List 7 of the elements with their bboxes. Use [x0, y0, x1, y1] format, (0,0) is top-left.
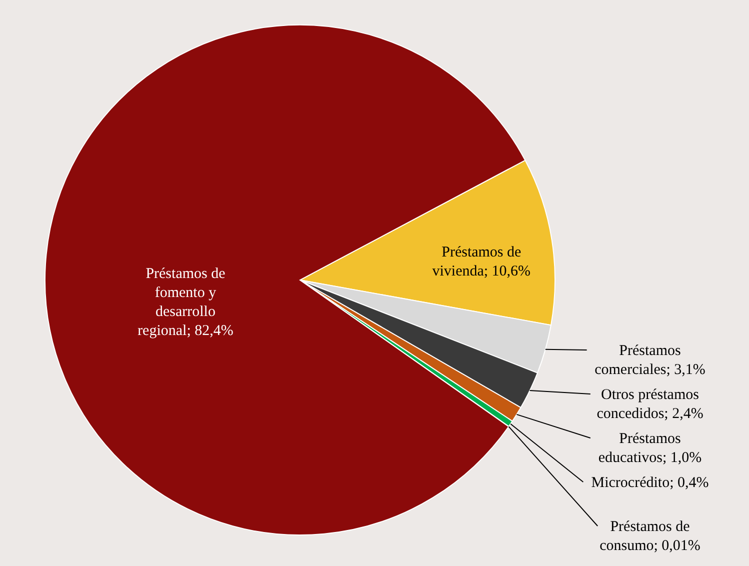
slice-label: Préstamos de consumo; 0,01% [600, 519, 700, 554]
slice-label: Préstamos comerciales; 3,1% [594, 343, 706, 378]
slice-label: Microcrédito; 0,4% [591, 475, 709, 491]
slice-label: Préstamos educativos; 1,0% [598, 431, 702, 466]
slice-label: Préstamos de fomento y desarrollo regional; 82,4% [138, 266, 234, 339]
slice-label: Otros préstamos concedidos; 2,4% [596, 387, 704, 422]
slice-label: Préstamos de vivienda; 10,6% [432, 244, 531, 280]
